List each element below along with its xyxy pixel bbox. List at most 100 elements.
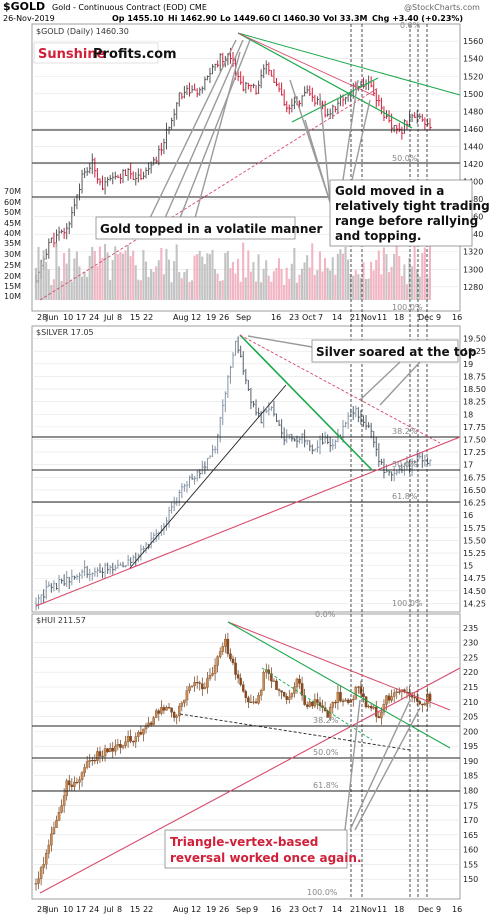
gold-x-tick-label: Jun [45, 313, 59, 322]
gold-x-tick-label: 7 [318, 313, 323, 322]
hui-candle-body [216, 656, 219, 666]
volume-bar [405, 284, 408, 300]
hui-candle-body [351, 698, 355, 701]
volume-bar [139, 280, 142, 300]
volume-bar [147, 276, 150, 300]
gold-x-tick-label: Jul [103, 313, 114, 322]
hui-y-tick-label: 225 [463, 653, 478, 662]
callout-gold-moved-line1: Gold moved in a [335, 184, 444, 198]
callout-pointer-line [194, 51, 241, 219]
quote-open: Op 1455.10 [112, 14, 164, 23]
volume-bar [167, 259, 171, 300]
hui-candle-body [259, 690, 263, 696]
volume-bar [313, 274, 316, 300]
hui-candle-body [129, 736, 132, 742]
volume-bar [237, 258, 240, 300]
callout-pointer-line [379, 361, 421, 406]
hui-candle-body [428, 693, 432, 702]
hui-candle-body [119, 743, 122, 748]
volume-bar [426, 277, 429, 300]
volume-bar [260, 282, 263, 300]
hui-candle-body [139, 732, 143, 735]
hui-candle-body [172, 712, 176, 718]
hui-candle-body [167, 707, 171, 709]
callout-pointer-line [349, 699, 411, 831]
volume-bar [382, 247, 385, 300]
volume-bar [190, 280, 194, 300]
hui-candle-body [60, 805, 63, 813]
gold-y-tick-label: 1400 [463, 178, 483, 187]
bottom-x-tick-label: 28 [37, 905, 47, 914]
silver-y-tick-label: 19 [463, 360, 473, 369]
hui-candle-body [257, 695, 260, 704]
silver-y-tick-label: 15.75 [463, 524, 486, 533]
volume-bar [339, 249, 342, 300]
silver-y-tick-label: 17.50 [463, 435, 486, 444]
bottom-x-tick-label: 18 [394, 905, 404, 914]
hui-candle-body [244, 691, 248, 698]
hui-candle-body [137, 732, 140, 737]
volume-bar [290, 263, 293, 300]
hui-pink-trendline [39, 667, 461, 894]
hui-candle-body [305, 704, 309, 707]
hui-candle-body [42, 864, 45, 868]
bottom-x-tick-label: Jun [45, 905, 59, 914]
hui-candle-body [254, 701, 258, 704]
volume-bar [416, 269, 419, 300]
volume-bar [393, 253, 396, 300]
hui-candle-body [252, 701, 255, 703]
volume-bar [403, 264, 406, 300]
hui-candle-body [226, 638, 230, 654]
hui-candle-body [354, 687, 358, 700]
gold-green-trendline [237, 32, 461, 96]
volume-bar [270, 281, 273, 300]
volume-tick-label: 45M [4, 219, 21, 228]
axis-labels: 1280130013201340136013801400142014401460… [4, 21, 486, 914]
hui-candle-body [293, 686, 296, 694]
volume-bar [277, 258, 281, 300]
hui-candle-body [106, 748, 109, 753]
volume-bar [300, 268, 304, 300]
hui-candle-body [52, 827, 56, 835]
volume-bar [162, 274, 165, 300]
hui-candle-body [313, 699, 317, 707]
bottom-x-tick-label: 23 [289, 905, 299, 914]
volume-bar [354, 269, 357, 300]
volume-bar [380, 274, 383, 300]
gold-y-tick-label: 1300 [463, 265, 483, 274]
volume-bar [219, 280, 222, 300]
silver-y-tick-label: 16 [463, 511, 473, 520]
gold-x-tick-label: 26 [219, 313, 229, 322]
bottom-x-tick-label: Dec [418, 905, 433, 914]
hui-y-tick-label: 220 [463, 668, 478, 677]
volume-bar [413, 245, 416, 300]
hui-y-tick-label: 165 [463, 831, 478, 840]
hui-y-tick-label: 230 [463, 639, 478, 648]
callout-pointer-line [247, 335, 319, 349]
volume-bar [398, 255, 401, 300]
callout-gold-topped-text: Gold topped in a volatile manner [100, 222, 323, 236]
price-bars [34, 47, 432, 891]
hui-candle-body [421, 703, 424, 706]
volume-bar [408, 257, 411, 300]
hui-candle-body [249, 701, 253, 703]
hui-candle-body [108, 747, 112, 753]
volume-bar [254, 281, 258, 300]
hui-candle-body [218, 651, 222, 657]
hui-candle-body [111, 747, 115, 752]
volume-bar [173, 261, 176, 300]
volume-bar [55, 242, 58, 300]
hui-candle-body [193, 682, 196, 686]
bottom-x-tick-label: 14 [332, 905, 342, 914]
silver-y-tick-label: 14.75 [463, 574, 486, 583]
hui-candle-body [152, 717, 155, 725]
hui-y-tick-label: 235 [463, 624, 478, 633]
volume-bar [224, 253, 227, 300]
hui-candle-body [62, 795, 66, 806]
volume-bar [137, 279, 140, 300]
silver-y-tick-label: 15.50 [463, 536, 486, 545]
hui-candle-body [157, 710, 161, 714]
gold-x-tick-label: Aug [173, 313, 189, 322]
hui-candle-body [68, 780, 71, 786]
volume-bar [119, 251, 122, 300]
